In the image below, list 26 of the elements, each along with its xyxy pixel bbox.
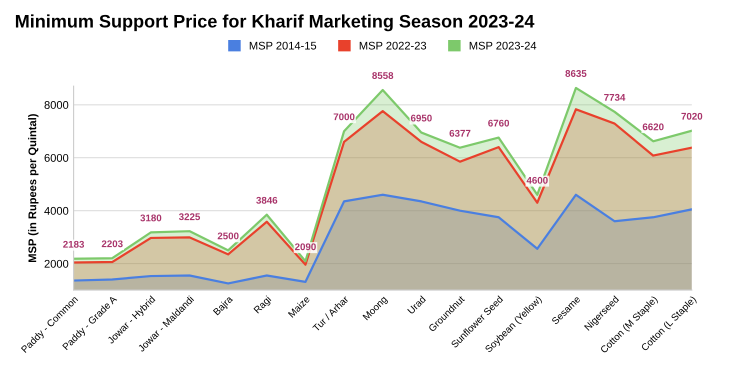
data-label: 7000 [334, 113, 354, 120]
legend-label: MSP 2022-23 [360, 42, 426, 50]
data-label: 3180 [140, 214, 162, 222]
y-axis-title: MSP (in Rupees per Quintal) [28, 114, 38, 262]
y-tick-label: 8000 [44, 101, 68, 109]
data-label: 8635 [565, 70, 586, 77]
data-label: 2090 [294, 243, 316, 250]
data-label: 6950 [410, 114, 432, 122]
data-label: 6760 [488, 120, 510, 127]
data-label: 6377 [450, 130, 470, 137]
data-label: 2500 [218, 232, 239, 240]
data-label: 2203 [102, 240, 123, 248]
data-label: 6620 [642, 123, 664, 130]
y-tick-label: 4000 [44, 206, 68, 215]
y-tick-label: 2000 [44, 260, 68, 268]
data-label: 7734 [604, 94, 626, 101]
data-label: 8558 [372, 72, 394, 79]
data-label: 3225 [178, 213, 200, 220]
data-label: 2183 [63, 240, 84, 248]
y-tick-label: 6000 [44, 154, 68, 162]
data-label: 3846 [256, 196, 278, 204]
chart-title: Minimum Support Price for Kharif Marketing Season 2023-24 [16, 14, 534, 32]
data-label: 4600 [526, 176, 548, 184]
legend-label: MSP 2014-15 [250, 42, 316, 50]
legend-label: MSP 2023-24 [470, 42, 536, 50]
data-label: 7020 [681, 112, 702, 120]
